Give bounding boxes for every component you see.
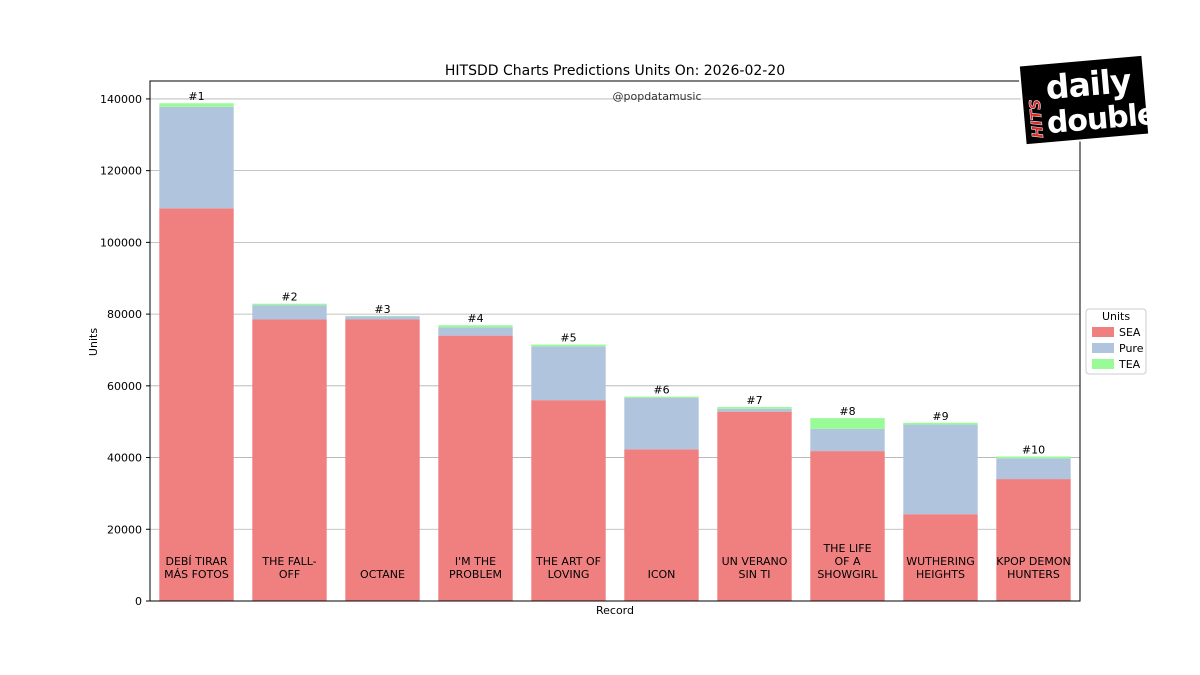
bar-sea bbox=[996, 479, 1071, 601]
category-label: SIN TI bbox=[739, 568, 771, 581]
y-axis-label: Units bbox=[87, 328, 100, 356]
legend: Units SEA Pure TEA bbox=[1085, 308, 1147, 375]
category-label: PROBLEM bbox=[449, 568, 502, 581]
legend-title: Units bbox=[1102, 310, 1130, 323]
category-label: THE ART OF bbox=[535, 555, 601, 568]
rank-label: #8 bbox=[839, 405, 855, 418]
rank-label: #7 bbox=[746, 394, 762, 407]
category-label: SHOWGIRL bbox=[817, 568, 878, 581]
category-label: THE FALL- bbox=[261, 555, 316, 568]
x-axis-label: Record bbox=[596, 604, 634, 617]
bar-pure bbox=[717, 408, 792, 412]
bar-tea bbox=[717, 406, 792, 409]
bar-tea bbox=[252, 303, 327, 306]
category-label: WUTHERING bbox=[906, 555, 975, 568]
rank-label: #4 bbox=[467, 312, 483, 325]
bar-tea bbox=[903, 422, 978, 425]
bar-tea bbox=[996, 456, 1071, 459]
rank-label: #10 bbox=[1022, 443, 1045, 456]
category-label: DEBÍ TIRAR bbox=[165, 555, 227, 568]
category-label: THE LIFE bbox=[822, 542, 871, 555]
category-label: HUNTERS bbox=[1007, 568, 1060, 581]
bar-tea bbox=[810, 418, 885, 429]
category-label: MÁS FOTOS bbox=[164, 568, 229, 581]
legend-label-tea: TEA bbox=[1118, 358, 1141, 371]
rank-label: #5 bbox=[560, 332, 576, 345]
bar-stacks bbox=[159, 103, 1071, 601]
y-tick-label: 140000 bbox=[100, 93, 142, 106]
bar-tea bbox=[159, 103, 234, 107]
bar-sea bbox=[624, 449, 699, 601]
y-tick-label: 40000 bbox=[107, 452, 142, 465]
y-tick-label: 20000 bbox=[107, 523, 142, 536]
bar-pure bbox=[159, 106, 234, 209]
chart-title: HITSDD Charts Predictions Units On: 2026… bbox=[445, 63, 785, 79]
legend-swatch-sea bbox=[1092, 327, 1114, 337]
logo-text-double: double bbox=[1045, 97, 1150, 141]
y-tick-label: 60000 bbox=[107, 380, 142, 393]
category-label: OFF bbox=[279, 568, 300, 581]
bar-sea bbox=[345, 319, 420, 601]
y-tick-label: 100000 bbox=[100, 236, 142, 249]
rank-label: #2 bbox=[281, 291, 297, 304]
legend-swatch-tea bbox=[1092, 359, 1114, 369]
watermark-text: @popdatamusic bbox=[613, 90, 702, 103]
bar-sea bbox=[531, 400, 606, 601]
logo-text-daily: daily bbox=[1044, 61, 1133, 107]
category-label: OF A bbox=[834, 555, 860, 568]
bar-pure bbox=[345, 316, 420, 320]
hits-daily-double-logo: HITS daily double bbox=[1018, 54, 1150, 146]
y-tick-label: 0 bbox=[135, 595, 142, 608]
bar-pure bbox=[531, 346, 606, 401]
bar-sea bbox=[252, 319, 327, 601]
category-label: UN VERANO bbox=[722, 555, 788, 568]
bar-pure bbox=[438, 327, 513, 336]
legend-box bbox=[1085, 308, 1147, 375]
bar-pure bbox=[624, 397, 699, 450]
legend-swatch-pure bbox=[1092, 343, 1114, 353]
bar-sea bbox=[903, 514, 978, 601]
rank-label: #6 bbox=[653, 384, 669, 397]
rank-label: #1 bbox=[188, 90, 204, 103]
category-label: OCTANE bbox=[360, 568, 405, 581]
bar-sea bbox=[717, 411, 792, 601]
y-tick-label: 120000 bbox=[100, 165, 142, 178]
rank-label: #9 bbox=[932, 410, 948, 423]
axes: 0 20000 40000 60000 80000 100000 120000 140000 bbox=[100, 93, 150, 608]
category-label: KPOP DEMON bbox=[996, 555, 1070, 568]
legend-label-sea: SEA bbox=[1119, 326, 1141, 339]
bar-pure bbox=[903, 424, 978, 515]
category-label: HEIGHTS bbox=[916, 568, 965, 581]
bar-pure bbox=[252, 305, 327, 320]
bar-tea bbox=[624, 396, 699, 398]
category-label: I'M THE bbox=[455, 555, 496, 568]
legend-label-pure: Pure bbox=[1119, 342, 1144, 355]
bar-sea bbox=[159, 208, 234, 601]
bar-tea bbox=[531, 344, 606, 347]
y-tick-label: 80000 bbox=[107, 308, 142, 321]
category-label: LOVING bbox=[548, 568, 590, 581]
bar-sea bbox=[438, 335, 513, 601]
bar-pure bbox=[996, 458, 1071, 480]
bar-sea bbox=[810, 451, 885, 601]
rank-label: #3 bbox=[374, 303, 390, 316]
bar-pure bbox=[810, 428, 885, 452]
plot-frame bbox=[149, 80, 1081, 602]
category-label: ICON bbox=[648, 568, 676, 581]
bar-tea bbox=[438, 325, 513, 328]
logo-side-text: HITS bbox=[1026, 98, 1047, 139]
